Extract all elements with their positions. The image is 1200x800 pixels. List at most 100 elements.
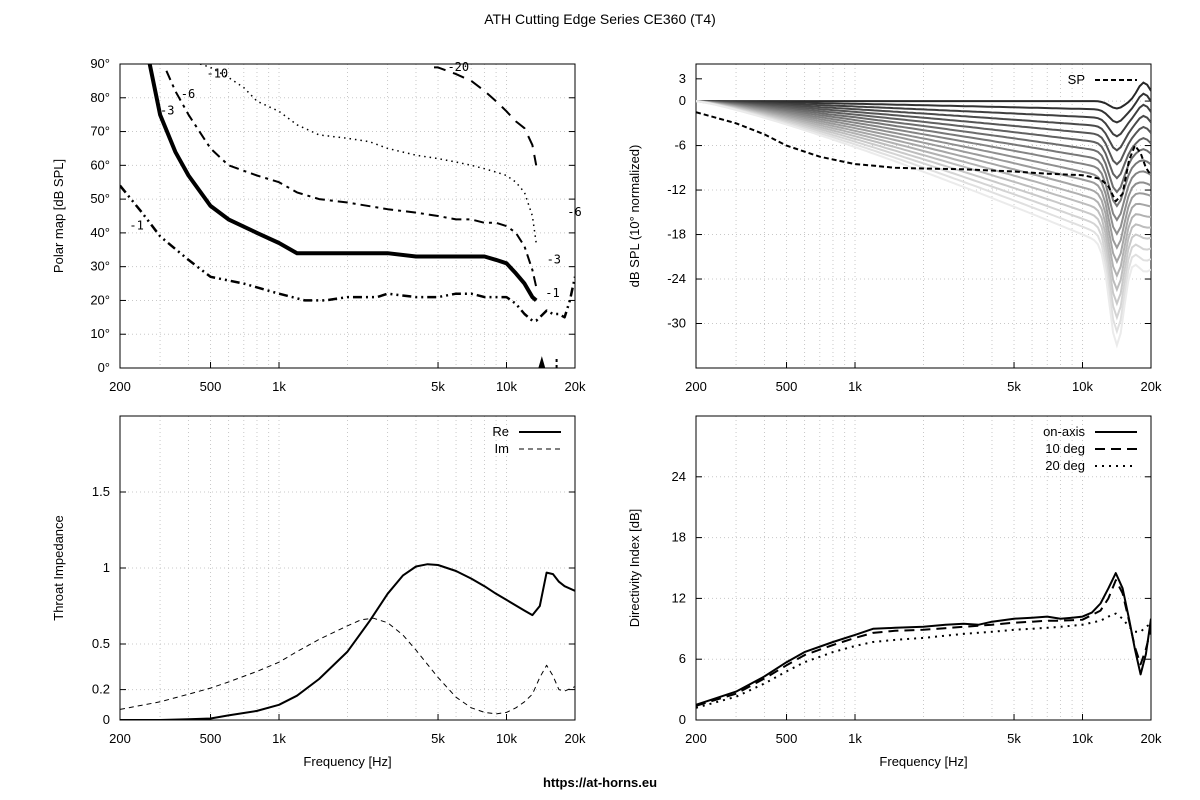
y-tick-label: -24 — [667, 271, 686, 286]
polar-curve — [696, 100, 1151, 180]
x-axis-label: Frequency [Hz] — [879, 754, 967, 769]
y-axis-label: dB SPL (10° normalized) — [627, 145, 642, 288]
footer-url: https://at-horns.eu — [542, 775, 658, 790]
y-tick-label: 3 — [679, 71, 686, 86]
polar-curve-family — [696, 81, 1151, 349]
x-tick-label: 1k — [848, 731, 862, 746]
x-tick-label: 500 — [200, 379, 222, 394]
contour-label: -10 — [206, 67, 228, 81]
x-axis-label: Frequency [Hz] — [303, 754, 391, 769]
y-tick-label: 6 — [679, 651, 686, 666]
polar-curve — [696, 100, 1151, 265]
y-tick-label: -12 — [667, 182, 686, 197]
legend-label: 10 deg — [1045, 441, 1085, 456]
y-tick-label: 70° — [90, 124, 110, 139]
x-tick-label: 5k — [1007, 379, 1021, 394]
y-tick-label: 0.5 — [92, 636, 110, 651]
x-tick-label: 5k — [431, 379, 445, 394]
plot-frame — [119, 415, 576, 721]
y-tick-label: -6 — [674, 138, 686, 153]
normalized-series — [696, 111, 1151, 203]
polar-curve — [696, 100, 1151, 321]
y-tick-label: 1.5 — [92, 484, 110, 499]
y-tick-label: 12 — [672, 590, 686, 605]
x-tick-label: 5k — [431, 731, 445, 746]
contour-label: -6 — [567, 205, 581, 219]
polar-curve — [696, 100, 1151, 250]
y-tick-label: 0 — [679, 712, 686, 727]
series-line-6 — [165, 70, 538, 288]
x-tick-label: 500 — [776, 731, 798, 746]
contour-label: -1 — [545, 286, 559, 300]
series-line-on-axis — [696, 572, 1151, 706]
x-tick-label: 500 — [776, 379, 798, 394]
x-tick-label: 200 — [109, 379, 131, 394]
x-tick-label: 10k — [1072, 379, 1093, 394]
y-tick-label: 24 — [672, 469, 686, 484]
y-tick-label: 0.2 — [92, 682, 110, 697]
series-line-re — [120, 563, 575, 720]
x-tick-label: 1k — [272, 379, 286, 394]
polar-curve — [696, 81, 1151, 110]
series-line-3 — [147, 64, 538, 302]
y-tick-label: 1 — [103, 560, 110, 575]
x-tick-label: 20k — [565, 379, 586, 394]
x-tick-label: 10k — [1072, 731, 1093, 746]
di-series — [696, 572, 1151, 709]
contour-label: -3 — [547, 252, 561, 266]
legend-label: 20 deg — [1045, 458, 1085, 473]
series-line-20 — [434, 66, 538, 166]
series-line-sp — [696, 111, 1151, 203]
x-tick-label: 20k — [1141, 379, 1162, 394]
normalized-panel: 0 -6 -12 -18 -24 -30 3 200 500 1k 5k 10k 20k dB SPL (… — [627, 63, 1162, 394]
y-tick-label: 0 — [679, 93, 686, 108]
y-axis-label: Directivity Index [dB] — [627, 509, 642, 628]
x-tick-label: 1k — [848, 379, 862, 394]
x-tick-label: 20k — [1141, 731, 1162, 746]
polar-curve — [696, 100, 1151, 208]
polar-curve — [696, 100, 1151, 138]
x-tick-label: 200 — [109, 731, 131, 746]
y-tick-label: -18 — [667, 227, 686, 242]
y-tick-label: 20° — [90, 292, 110, 307]
polar-curve — [696, 100, 1151, 236]
polar-curve — [696, 100, 1151, 279]
series-line-im — [120, 617, 575, 715]
polar-curve — [696, 100, 1151, 293]
legend-label: SP — [1068, 72, 1085, 87]
contour-label: -1 — [129, 219, 143, 233]
y-tick-label: 30° — [90, 259, 110, 274]
polar-curve — [696, 100, 1151, 349]
di-panel: 0 6 12 18 24 200 500 1k 5k 10k 20k Directivity Inde… — [627, 415, 1162, 769]
contour-label: -20 — [447, 60, 469, 74]
y-tick-label: 90° — [90, 56, 110, 71]
polar-curve — [696, 100, 1151, 307]
polar-curve — [696, 100, 1151, 152]
series-line-10 — [199, 64, 537, 244]
x-tick-label: 200 — [685, 731, 707, 746]
y-tick-label: 80° — [90, 90, 110, 105]
polar-series — [120, 64, 575, 368]
y-axis-label: Throat Impedance — [51, 515, 66, 621]
x-tick-label: 500 — [200, 731, 222, 746]
plot-frame — [119, 63, 576, 369]
y-tick-label: 40° — [90, 225, 110, 240]
y-tick-label: 60° — [90, 157, 110, 172]
figure-title: ATH Cutting Edge Series CE360 (T4) — [484, 11, 716, 27]
legend-label: on-axis — [1043, 424, 1085, 439]
y-tick-label: 0° — [98, 360, 110, 375]
polar-curve — [696, 92, 1151, 124]
contour-label: -3 — [160, 104, 174, 118]
x-tick-label: 20k — [565, 731, 586, 746]
polar-curve — [696, 100, 1151, 222]
y-tick-label: 50° — [90, 191, 110, 206]
impedance-series — [120, 563, 575, 720]
polar-panel: 0° 10° 20° 30° 40° 50° 60° 70° 80° 90° 200 500 1k 5k 1… — [51, 56, 586, 394]
legend-label: Re — [492, 424, 509, 439]
plot-frame — [695, 415, 1152, 721]
y-tick-label: 10° — [90, 326, 110, 341]
x-tick-label: 10k — [496, 731, 517, 746]
x-tick-label: 200 — [685, 379, 707, 394]
series-line-10-deg — [696, 579, 1151, 707]
